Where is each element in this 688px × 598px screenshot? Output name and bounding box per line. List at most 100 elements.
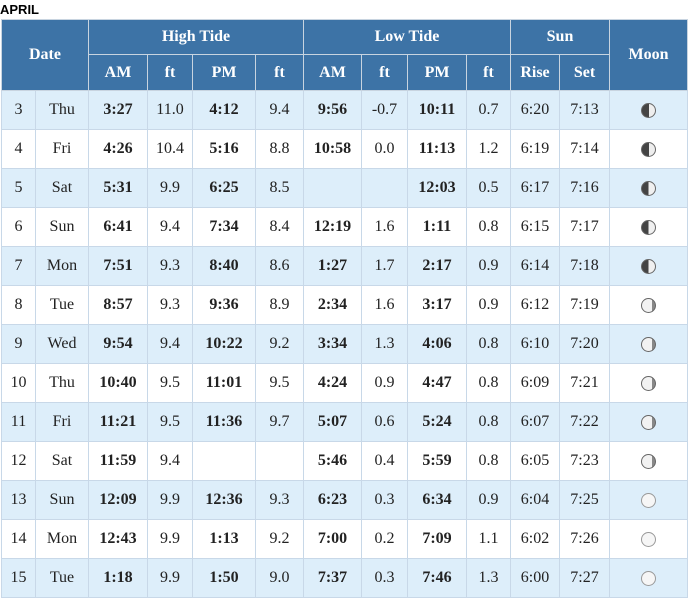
table-row: 4 Fri 4:26 10.4 5:16 8.8 10:58 0.0 11:13 1.2 6:19 7… <box>1 129 688 169</box>
low-tide-pm-height: 0.8 <box>466 402 511 442</box>
moon-cell <box>609 519 688 559</box>
low-tide-pm-time: 5:59 <box>407 441 467 481</box>
high-tide-am-height: 10.4 <box>147 129 193 169</box>
high-tide-am-height: 11.0 <box>147 90 193 130</box>
sunset-cell: 7:16 <box>559 168 610 208</box>
table-row: 15 Tue 1:18 9.9 1:50 9.0 7:37 0.3 7:46 1.3 6:00 7:2… <box>1 558 688 598</box>
low-tide-am-time: 4:24 <box>303 363 362 403</box>
high-tide-am-time: 8:57 <box>88 285 148 325</box>
high-tide-pm-height: 8.8 <box>255 129 304 169</box>
low-tide-am-time: 2:34 <box>303 285 362 325</box>
sunrise-cell: 6:05 <box>510 441 560 481</box>
moon-cell <box>609 324 688 364</box>
low-tide-pm-time: 4:47 <box>407 363 467 403</box>
header-date: Date <box>1 19 89 91</box>
low-tide-pm-height: 1.1 <box>466 519 511 559</box>
moon-cell <box>609 402 688 442</box>
moon-waning-gibbous-icon <box>641 102 656 118</box>
high-tide-pm-time: 1:50 <box>192 558 256 598</box>
weekday-cell: Mon <box>35 519 89 559</box>
low-tide-am-time: 1:27 <box>303 246 362 286</box>
high-tide-pm-time: 11:36 <box>192 402 256 442</box>
weekday-cell: Thu <box>35 90 89 130</box>
high-tide-pm-time: 11:01 <box>192 363 256 403</box>
sunrise-cell: 6:10 <box>510 324 560 364</box>
subheader-high-am-ft: ft <box>147 54 193 91</box>
day-cell: 11 <box>1 402 36 442</box>
low-tide-am-height: 0.6 <box>361 402 408 442</box>
day-cell: 15 <box>1 558 36 598</box>
low-tide-am-time: 7:37 <box>303 558 362 598</box>
low-tide-am-time: 12:19 <box>303 207 362 247</box>
high-tide-am-time: 6:41 <box>88 207 148 247</box>
low-tide-pm-height: 1.2 <box>466 129 511 169</box>
low-tide-am-time <box>303 168 362 208</box>
weekday-cell: Sun <box>35 480 89 520</box>
table-row: 9 Wed 9:54 9.4 10:22 9.2 3:34 1.3 4:06 0.8 6:10 7:2… <box>1 324 688 364</box>
high-tide-am-time: 9:54 <box>88 324 148 364</box>
weekday-cell: Sun <box>35 207 89 247</box>
sunset-cell: 7:26 <box>559 519 610 559</box>
high-tide-pm-time: 10:22 <box>192 324 256 364</box>
high-tide-pm-time: 9:36 <box>192 285 256 325</box>
low-tide-am-height: 1.6 <box>361 285 408 325</box>
low-tide-pm-time: 2:17 <box>407 246 467 286</box>
sunrise-cell: 6:02 <box>510 519 560 559</box>
subheader-low-am: AM <box>303 54 362 91</box>
table-row: 10 Thu 10:40 9.5 11:01 9.5 4:24 0.9 4:47 0.8 6:09 7… <box>1 363 688 403</box>
high-tide-am-height: 9.3 <box>147 246 193 286</box>
low-tide-pm-height: 0.5 <box>466 168 511 208</box>
subheader-high-am: AM <box>88 54 148 91</box>
low-tide-am-time: 3:34 <box>303 324 362 364</box>
low-tide-am-time: 10:58 <box>303 129 362 169</box>
sunset-cell: 7:17 <box>559 207 610 247</box>
high-tide-pm-height: 8.6 <box>255 246 304 286</box>
low-tide-pm-time: 10:11 <box>407 90 467 130</box>
sunset-cell: 7:25 <box>559 480 610 520</box>
moon-waning-gibbous-icon <box>641 141 656 157</box>
low-tide-pm-height: 0.8 <box>466 324 511 364</box>
high-tide-pm-height: 9.7 <box>255 402 304 442</box>
high-tide-pm-time: 1:13 <box>192 519 256 559</box>
sunset-cell: 7:19 <box>559 285 610 325</box>
high-tide-pm-height: 8.9 <box>255 285 304 325</box>
low-tide-pm-time: 7:46 <box>407 558 467 598</box>
low-tide-pm-height: 0.8 <box>466 441 511 481</box>
high-tide-am-time: 10:40 <box>88 363 148 403</box>
weekday-cell: Sat <box>35 441 89 481</box>
sunrise-cell: 6:20 <box>510 90 560 130</box>
header-sun: Sun <box>510 19 610 55</box>
low-tide-am-height: -0.7 <box>361 90 408 130</box>
high-tide-am-height: 9.3 <box>147 285 193 325</box>
low-tide-am-time: 9:56 <box>303 90 362 130</box>
subheader-high-pm: PM <box>192 54 256 91</box>
day-cell: 9 <box>1 324 36 364</box>
low-tide-pm-height: 0.9 <box>466 246 511 286</box>
high-tide-pm-height: 8.5 <box>255 168 304 208</box>
high-tide-am-time: 5:31 <box>88 168 148 208</box>
low-tide-pm-time: 4:06 <box>407 324 467 364</box>
sunset-cell: 7:21 <box>559 363 610 403</box>
high-tide-am-time: 4:26 <box>88 129 148 169</box>
moon-waning-crescent-icon <box>641 453 656 469</box>
low-tide-am-time: 5:46 <box>303 441 362 481</box>
high-tide-am-time: 11:59 <box>88 441 148 481</box>
day-cell: 12 <box>1 441 36 481</box>
sunrise-cell: 6:17 <box>510 168 560 208</box>
high-tide-pm-height: 9.2 <box>255 324 304 364</box>
high-tide-pm-height <box>255 441 304 481</box>
high-tide-pm-time: 6:25 <box>192 168 256 208</box>
high-tide-pm-height: 9.3 <box>255 480 304 520</box>
moon-cell <box>609 363 688 403</box>
low-tide-am-height: 0.4 <box>361 441 408 481</box>
low-tide-am-height: 0.9 <box>361 363 408 403</box>
low-tide-pm-time: 1:11 <box>407 207 467 247</box>
day-cell: 14 <box>1 519 36 559</box>
header-moon: Moon <box>609 19 688 91</box>
high-tide-pm-height: 9.4 <box>255 90 304 130</box>
weekday-cell: Fri <box>35 129 89 169</box>
sunset-cell: 7:22 <box>559 402 610 442</box>
moon-cell <box>609 558 688 598</box>
high-tide-am-height: 9.9 <box>147 480 193 520</box>
weekday-cell: Thu <box>35 363 89 403</box>
